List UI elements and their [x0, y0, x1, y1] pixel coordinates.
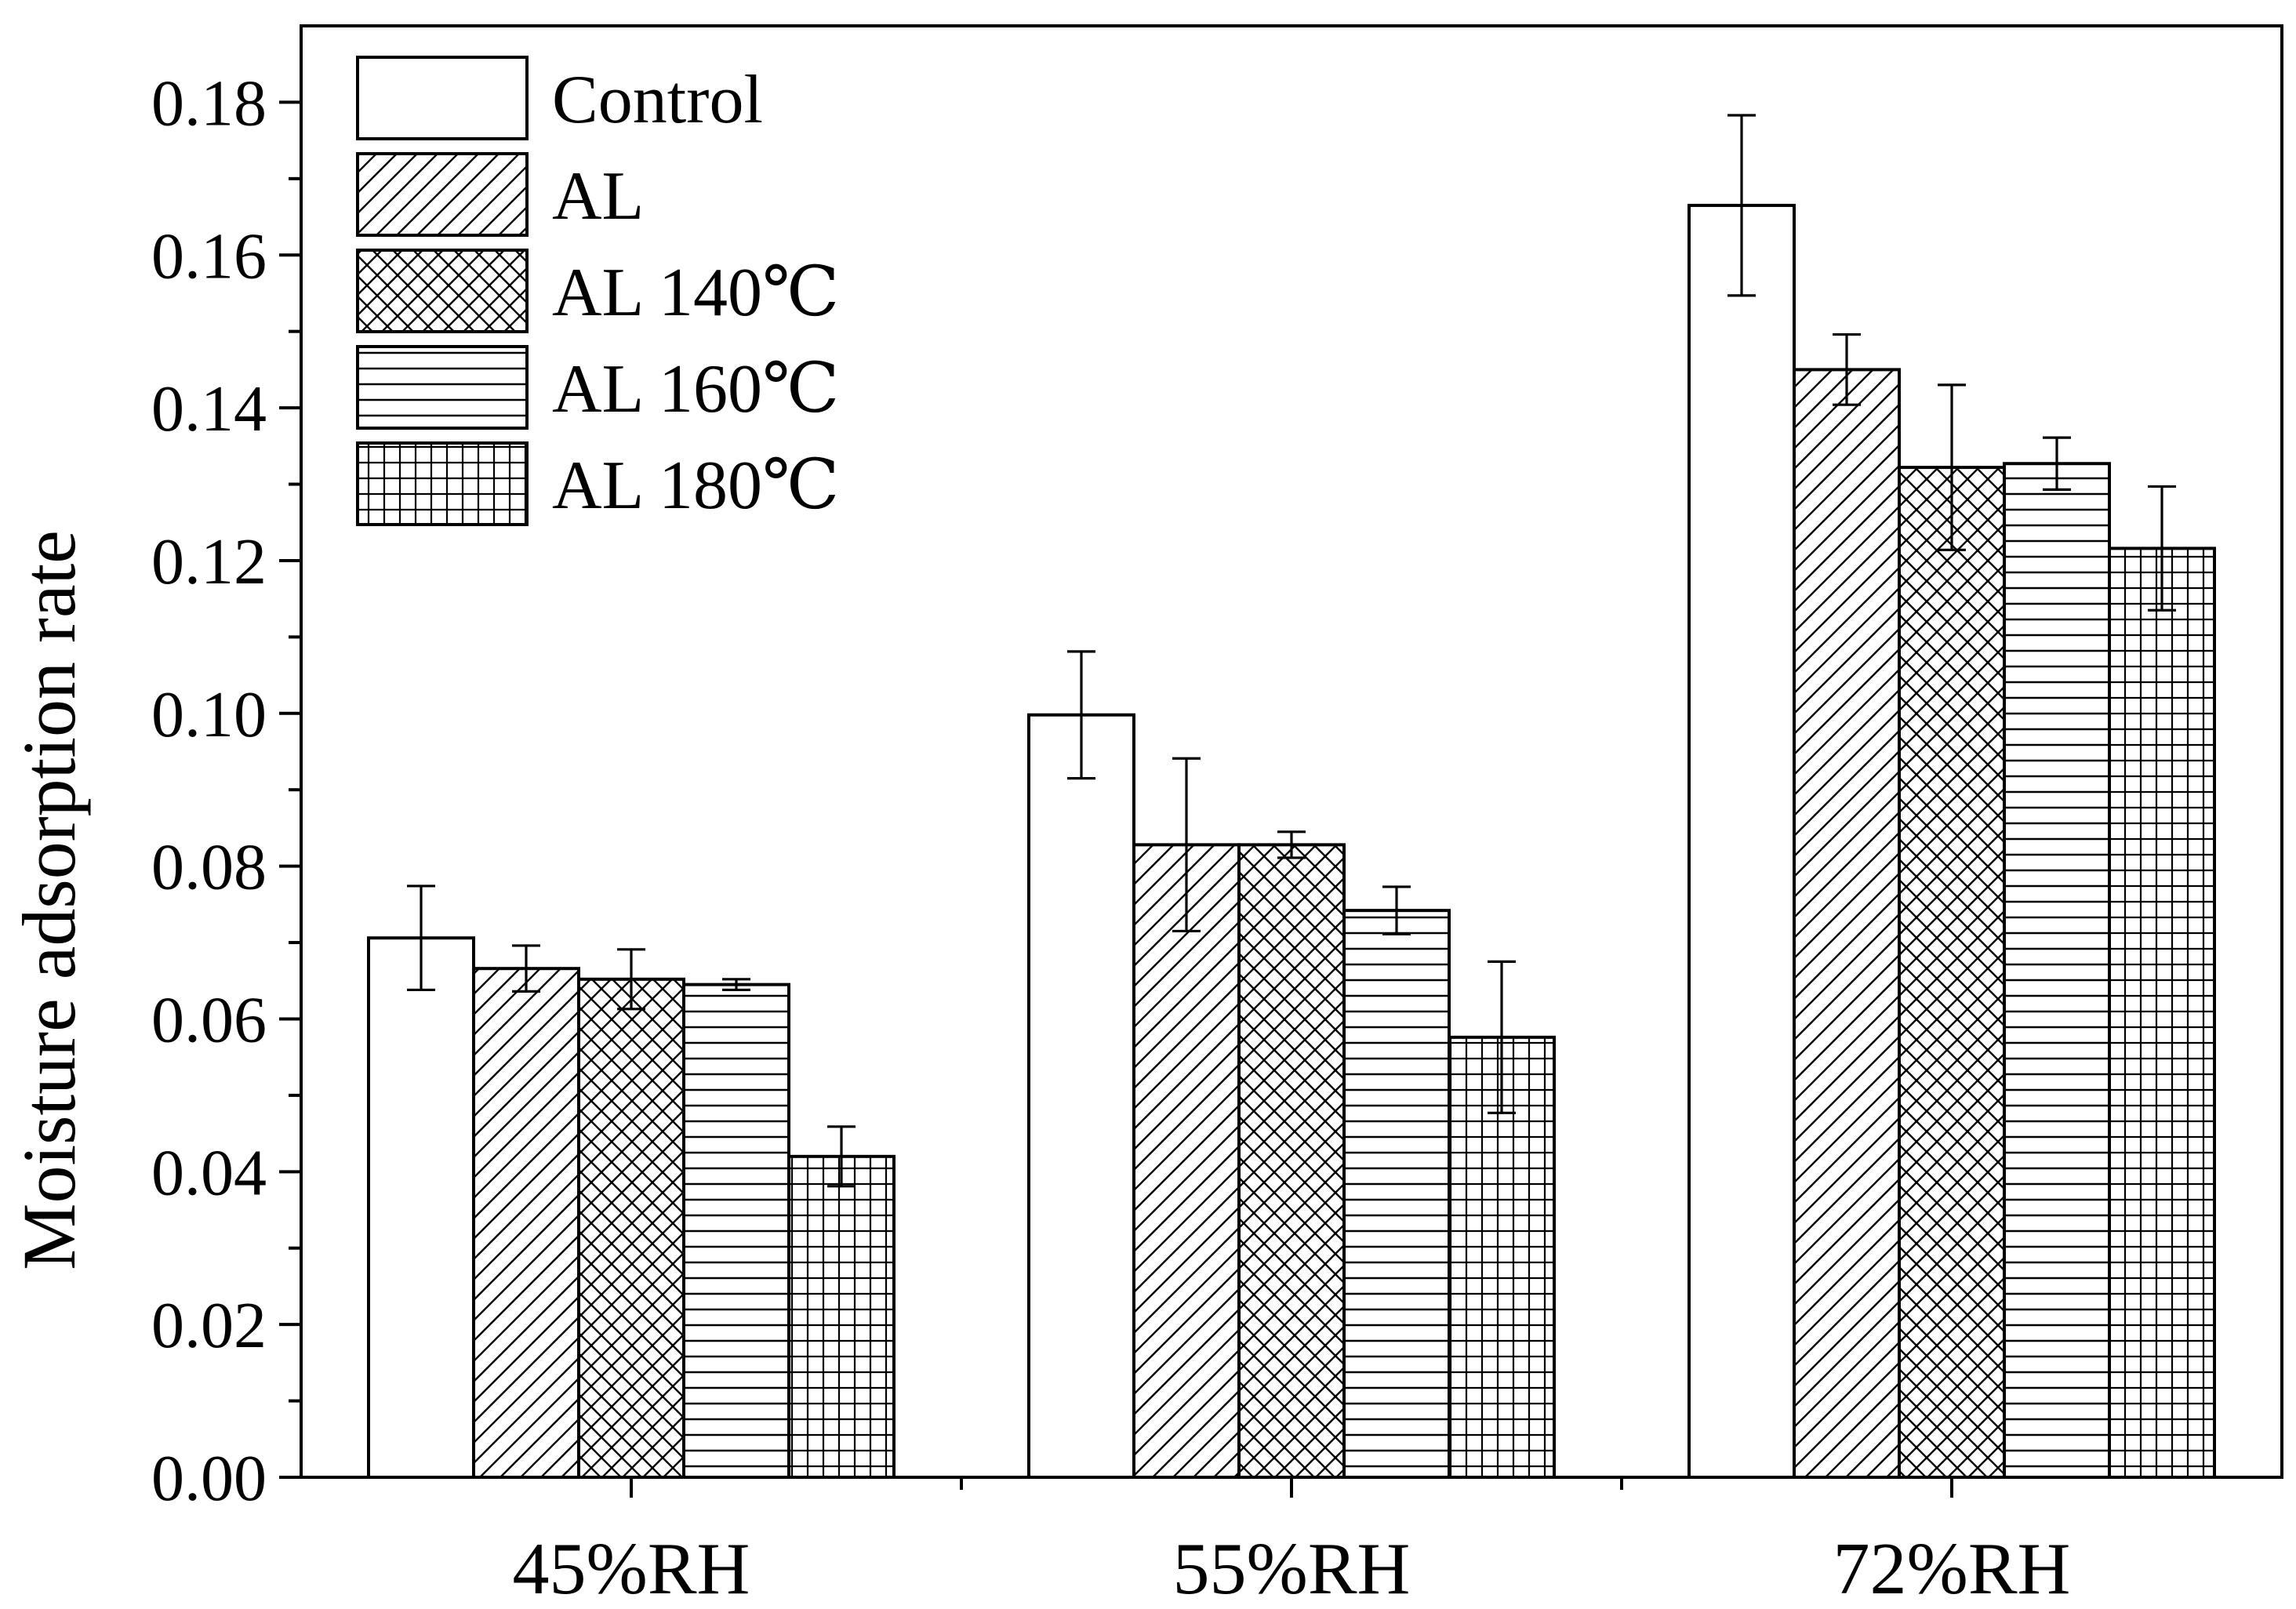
- legend: Control AL AL 140℃ AL 160℃ AL 180℃: [356, 56, 839, 526]
- bar: [1132, 843, 1241, 1479]
- legend-label: AL: [552, 158, 644, 234]
- bar: [1027, 713, 1135, 1479]
- legend-label: Control: [552, 62, 763, 138]
- legend-label: AL 140℃: [552, 255, 839, 331]
- bar: [2108, 547, 2216, 1479]
- error-bars-layer: [407, 114, 2176, 1188]
- bar: [787, 1154, 896, 1479]
- legend-label: AL 160℃: [552, 351, 839, 427]
- legend-swatch: [356, 345, 529, 430]
- bar: [682, 982, 790, 1479]
- bar: [2003, 462, 2111, 1479]
- y-tick-label: 0.06: [151, 983, 267, 1056]
- bar: [1342, 909, 1451, 1479]
- legend-swatch: [356, 152, 529, 237]
- y-tick-label: 0.10: [151, 678, 267, 751]
- x-tick-label: 72%RH: [1833, 1528, 2071, 1609]
- legend-label: AL 180℃: [552, 448, 839, 524]
- y-tick-label: 0.18: [151, 67, 267, 140]
- bars-layer: [367, 203, 2216, 1480]
- y-tick-label: 0.12: [151, 525, 267, 598]
- y-tick-label: 0.16: [151, 220, 267, 292]
- bar: [1687, 203, 1796, 1480]
- y-axis: 0.00 0.02 0.04 0.06 0.08 0.10 0.12 0.14 0.16 0.18: [151, 67, 301, 1515]
- bar: [367, 936, 475, 1479]
- bar: [1237, 843, 1346, 1479]
- y-tick-label: 0.04: [151, 1136, 267, 1209]
- x-axis: 45%RH 55%RH 72%RH: [513, 1477, 2071, 1609]
- y-tick-label: 0.08: [151, 831, 267, 904]
- x-tick-label: 55%RH: [1173, 1528, 1411, 1609]
- legend-swatch: [356, 249, 529, 333]
- y-tick-label: 0.14: [151, 372, 267, 445]
- bar: [1898, 466, 2006, 1480]
- legend-swatch: [356, 56, 529, 140]
- y-tick-label: 0.00: [151, 1442, 267, 1515]
- x-tick-label: 45%RH: [513, 1528, 750, 1609]
- bar: [577, 977, 685, 1479]
- y-axis-title: Moisture adsorption rate: [7, 530, 91, 1270]
- bar: [472, 967, 580, 1479]
- bar: [1793, 368, 1901, 1479]
- legend-swatch: [356, 441, 529, 526]
- y-tick-label: 0.02: [151, 1289, 267, 1362]
